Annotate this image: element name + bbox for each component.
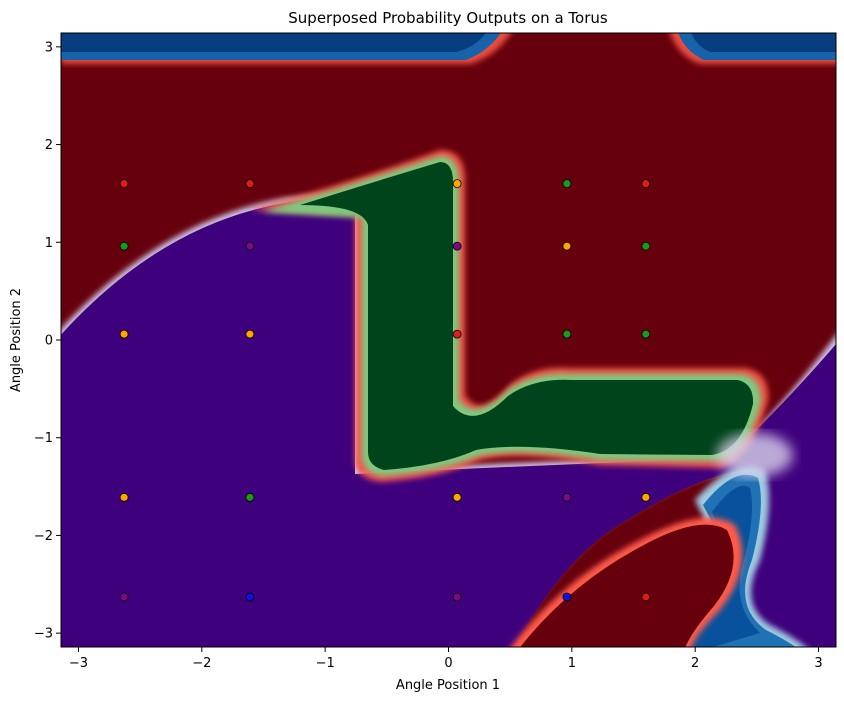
y-tick-label: 3: [45, 40, 53, 55]
data-point-purple: [452, 241, 462, 251]
data-point-blue: [562, 592, 572, 602]
region-red-bottom-lobe: [511, 517, 743, 647]
x-tick-label: −1: [316, 656, 335, 671]
y-tick-label: 0: [45, 334, 53, 349]
data-point-green: [562, 179, 572, 189]
chart-title: Superposed Probability Outputs on a Toru…: [288, 9, 608, 27]
data-point-orange: [452, 179, 462, 189]
data-point-purple: [119, 592, 129, 602]
region-green: [250, 150, 769, 482]
data-point-purple: [562, 492, 572, 502]
x-tick-label: 1: [568, 656, 576, 671]
y-tick-label: −3: [34, 627, 53, 642]
data-point-red: [641, 592, 651, 602]
y-tick-label: −2: [34, 529, 53, 544]
data-point-purple: [452, 592, 462, 602]
y-tick-label: 2: [45, 138, 53, 153]
region-light-junction: [717, 433, 793, 477]
data-point-orange: [119, 492, 129, 502]
x-axis-ticks: −3 −2 −1 0 1 2 3: [69, 647, 823, 671]
plot-area: [61, 33, 836, 647]
data-point-orange: [452, 492, 462, 502]
data-point-orange: [641, 492, 651, 502]
data-point-blue: [245, 592, 255, 602]
x-tick-label: 0: [444, 656, 452, 671]
data-point-red: [452, 329, 462, 339]
data-points: [119, 179, 651, 602]
data-point-red: [245, 179, 255, 189]
x-tick-label: 3: [814, 656, 822, 671]
data-point-red: [641, 179, 651, 189]
data-point-orange: [245, 329, 255, 339]
data-point-purple: [245, 241, 255, 251]
region-blue-top-band: [61, 33, 836, 64]
data-point-green: [562, 329, 572, 339]
data-point-orange: [119, 329, 129, 339]
data-point-green: [119, 241, 129, 251]
y-axis-title: Angle Position 2: [9, 288, 24, 392]
y-tick-label: 1: [45, 236, 53, 251]
x-tick-label: −2: [192, 656, 211, 671]
data-point-green: [641, 241, 651, 251]
region-purple: [61, 195, 836, 647]
data-point-green: [641, 329, 651, 339]
y-axis-ticks: −3 −2 −1 0 1 2 3: [34, 40, 61, 642]
x-tick-label: −3: [69, 656, 88, 671]
data-point-red: [119, 179, 129, 189]
data-point-orange: [562, 241, 572, 251]
x-axis-title: Angle Position 1: [396, 678, 500, 693]
x-tick-label: 2: [691, 656, 699, 671]
y-tick-label: −1: [34, 431, 53, 446]
data-point-green: [245, 492, 255, 502]
